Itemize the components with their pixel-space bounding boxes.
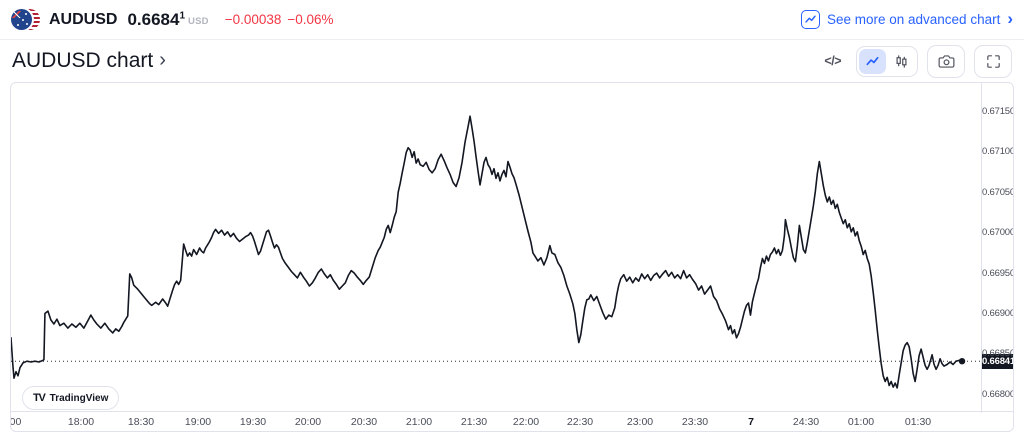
quote-currency: USD	[188, 15, 209, 27]
time-axis-label: 01:30	[904, 416, 932, 428]
candlestick-chart-icon	[896, 54, 907, 68]
last-point-dot	[958, 358, 966, 365]
chart-type-switcher	[856, 45, 918, 77]
tradingview-logo-icon: TV	[33, 392, 46, 404]
time-axis-label: 23:00	[626, 416, 654, 428]
page-title: AUDUSD chart	[12, 49, 154, 72]
aud-flag-icon	[11, 8, 32, 30]
time-axis[interactable]: :00 18:00 18:30 19:00 19:30 20:00 20:30 21:00 21…	[11, 411, 1013, 431]
price-axis-label: 0.66800	[982, 388, 1014, 400]
advanced-chart-link[interactable]: See more on advanced chart ›	[800, 9, 1013, 29]
last-price-badge: 0.66841	[982, 354, 1014, 370]
chart-card: 0.66841 0.67150 0.67100 0.67050 0.67000 0.66…	[10, 82, 1014, 432]
tradingview-attribution-label: TradingView	[49, 392, 109, 404]
fullscreen-icon	[986, 54, 1000, 68]
fullscreen-button[interactable]	[974, 44, 1012, 78]
tradingview-attribution-link[interactable]: TV TradingView	[22, 386, 120, 410]
line-chart-icon	[866, 56, 879, 65]
chart-toolbar: </>	[818, 44, 1012, 78]
time-axis-label: 20:00	[294, 416, 322, 428]
time-axis-label: 7	[748, 416, 754, 428]
time-axis-label: 22:00	[512, 416, 540, 428]
time-axis-label: 23:30	[681, 416, 709, 428]
mini-chart-icon	[800, 10, 820, 29]
time-axis-label: 01:00	[847, 416, 875, 428]
time-axis-label: 18:30	[127, 416, 155, 428]
price-fraction-digit: 1	[179, 9, 186, 21]
price-axis-label: 0.67100	[982, 146, 1014, 158]
currency-pair-flags-icon	[11, 8, 41, 32]
snapshot-button[interactable]	[927, 44, 965, 78]
price-axis-label: 0.66950	[982, 267, 1014, 279]
camera-icon	[938, 54, 954, 68]
time-axis-label: 19:00	[184, 416, 212, 428]
page-title-link[interactable]: AUDUSD chart ›	[12, 49, 166, 73]
symbol-header: AUDUSD 0.66841 USD −0.00038 −0.06% See m…	[0, 0, 1024, 40]
time-axis-label: 18:00	[67, 416, 95, 428]
price-change-percent: −0.06%	[287, 12, 334, 27]
advanced-chart-link-label: See more on advanced chart	[826, 12, 1001, 27]
time-axis-label: 19:30	[239, 416, 267, 428]
price-chart	[11, 83, 981, 413]
price-axis-label: 0.67050	[982, 186, 1014, 198]
price-axis-label: 0.66900	[982, 308, 1014, 319]
chevron-right-icon: ›	[159, 48, 166, 71]
time-axis-label: 21:00	[405, 416, 433, 428]
candlestick-chart-type-button[interactable]	[888, 49, 915, 74]
chevron-right-icon: ›	[1007, 9, 1013, 28]
chart-toolbar-row: AUDUSD chart › </>	[0, 40, 1024, 82]
time-axis-label: 22:30	[566, 416, 594, 428]
embed-code-button[interactable]: </>	[824, 54, 841, 68]
time-axis-label: 20:30	[350, 416, 378, 428]
last-price: 0.66841	[127, 9, 186, 29]
price-axis-label: 0.67000	[982, 227, 1014, 239]
time-axis-label: :00	[10, 416, 22, 428]
line-chart-type-button[interactable]	[859, 48, 886, 74]
time-axis-label: 24:30	[792, 416, 820, 428]
symbol-name: AUDUSD	[49, 10, 118, 28]
price-change-absolute: −0.00038	[224, 12, 282, 27]
price-axis-label: 0.67150	[982, 105, 1014, 117]
plot-area[interactable]	[11, 83, 981, 413]
time-axis-label: 21:30	[460, 416, 488, 428]
price-axis[interactable]: 0.66841 0.67150 0.67100 0.67050 0.67000 0.66…	[981, 83, 1013, 413]
price-line	[11, 116, 962, 388]
price-axis-label: 0.66850	[982, 348, 1014, 360]
